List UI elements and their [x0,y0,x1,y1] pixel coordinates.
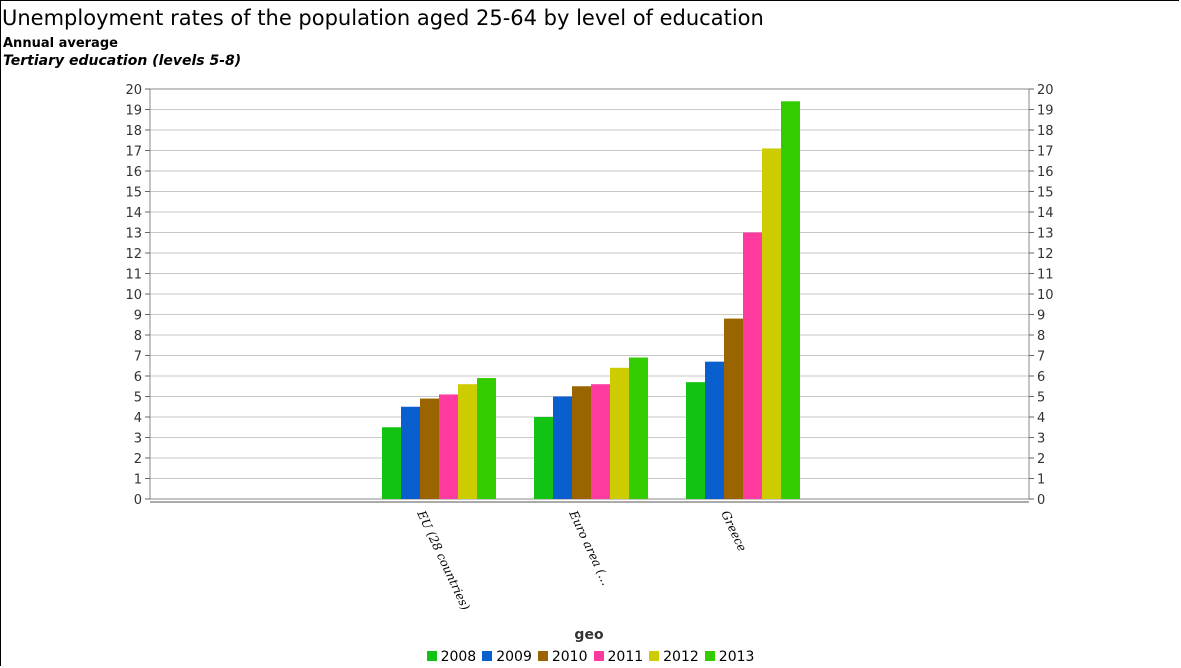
chart-title: Unemployment rates of the population age… [2,6,764,30]
x-axis-title: geo [574,627,604,643]
y-tick-label-left: 16 [125,165,142,180]
y-tick-label-right: 5 [1037,391,1045,406]
y-tick-label-left: 1 [134,473,142,488]
x-category-label: EU (28 countries) [414,507,473,612]
bar-2013-2 [629,357,648,499]
y-tick-label-right: 18 [1037,124,1054,139]
chart-subtitle-education: Tertiary education (levels 5-8) [3,53,242,69]
bar-2012-3 [762,148,781,499]
y-tick-label-right: 9 [1037,309,1045,324]
y-tick-label-left: 0 [134,493,142,508]
y-tick-label-left: 14 [125,206,142,221]
bar-2009-1 [401,406,420,499]
y-tick-label-left: 18 [125,124,142,139]
legend-item-2009: 2009 [482,649,532,665]
y-tick-label-left: 2 [134,452,142,467]
y-tick-label-right: 1 [1037,473,1045,488]
bar-2008-1 [382,427,401,499]
y-tick-label-left: 9 [134,309,142,324]
y-tick-label-right: 16 [1037,165,1054,180]
bar-2010-1 [420,398,439,499]
bar-2011-3 [743,232,762,499]
chart-subtitle: Annual average [3,36,118,51]
y-tick-label-left: 10 [125,288,142,303]
legend: 2008 2009 2010 2011 2012 2013 [0,649,1181,665]
legend-label: 2010 [551,649,588,665]
legend-swatch [704,651,715,661]
legend-swatch [593,651,604,661]
grid-lines [150,109,1029,479]
y-tick-label-right: 6 [1037,370,1045,385]
bar-2010-2 [572,386,591,499]
legend-label: 2012 [663,649,699,665]
bar-2010-3 [724,318,743,499]
y-tick-label-right: 20 [1037,83,1054,98]
legend-item-2011: 2011 [593,649,644,665]
y-tick-label-left: 12 [125,247,142,262]
bar-2013-3 [781,101,800,500]
y-tick-label-right: 7 [1037,350,1045,365]
y-tick-label-left: 19 [125,104,142,119]
bar-2009-3 [705,361,724,499]
y-tick-label-left: 8 [134,329,142,344]
legend-label: 2013 [718,649,755,665]
legend-item-2010: 2010 [537,649,588,665]
y-tick-label-left: 13 [125,227,142,242]
bar-2008-2 [534,417,553,499]
y-tick-label-left: 3 [134,432,142,447]
y-tick-label-left: 5 [134,391,142,406]
bar-2012-1 [458,384,477,499]
y-tick-label-right: 14 [1037,206,1054,221]
bar-2012-2 [610,367,629,499]
y-tick-label-left: 17 [125,145,142,160]
y-tick-label-right: 12 [1037,247,1054,262]
y-tick-label-right: 0 [1037,493,1045,508]
legend-item-2008: 2008 [426,649,477,665]
bar-2009-2 [553,396,572,499]
y-tick-label-left: 6 [134,370,142,385]
y-tick-label-right: 10 [1037,288,1054,303]
y-tick-label-left: 7 [134,350,142,365]
bar-2013-1 [477,378,496,499]
x-category-label: Euro area (… [566,507,613,587]
y-tick-label-left: 20 [125,83,142,98]
y-tick-label-left: 4 [134,411,142,426]
legend-label: 2011 [607,649,644,665]
legend-label: 2009 [496,649,532,665]
y-tick-label-right: 11 [1037,268,1054,283]
y-tick-label-left: 11 [125,268,142,283]
legend-swatch [537,651,548,661]
bars [382,101,800,500]
y-tick-label-right: 13 [1037,227,1054,242]
y-tick-label-right: 15 [1037,186,1054,201]
bar-2011-1 [439,394,458,499]
bar-2008-3 [686,382,705,499]
y-tick-label-right: 17 [1037,145,1054,160]
y-tick-label-right: 19 [1037,104,1054,119]
legend-swatch [426,651,437,661]
y-tick-label-right: 2 [1037,452,1045,467]
legend-swatch [649,651,660,661]
y-tick-label-right: 8 [1037,329,1045,344]
bar-2011-2 [591,384,610,499]
legend-item-2012: 2012 [649,649,699,665]
y-tick-label-right: 3 [1037,432,1045,447]
y-tick-label-right: 4 [1037,411,1045,426]
legend-swatch [482,651,493,661]
y-tick-label-left: 15 [125,186,142,201]
legend-label: 2008 [440,649,477,665]
x-category-label: Greece [718,508,749,553]
legend-item-2013: 2013 [704,649,755,665]
